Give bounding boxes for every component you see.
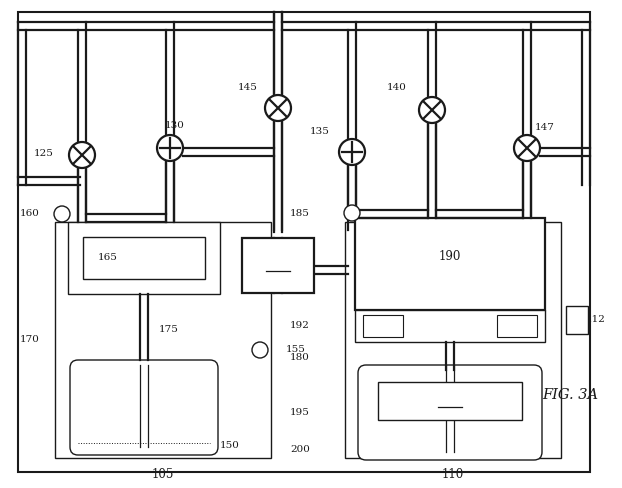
- Bar: [83, 237, 205, 279]
- Text: FIG. 3A: FIG. 3A: [542, 388, 598, 402]
- Circle shape: [69, 142, 95, 168]
- Text: 110: 110: [442, 468, 464, 482]
- FancyBboxPatch shape: [358, 365, 542, 460]
- Bar: [68, 222, 220, 294]
- Circle shape: [157, 135, 183, 161]
- Bar: [338, 215, 568, 465]
- Text: 105: 105: [152, 468, 174, 482]
- Circle shape: [514, 135, 540, 161]
- Bar: [566, 306, 588, 334]
- Bar: [378, 382, 522, 420]
- Circle shape: [344, 205, 360, 221]
- Text: 150: 150: [220, 441, 240, 449]
- Text: 135: 135: [310, 127, 330, 137]
- Text: 185: 185: [290, 208, 310, 218]
- Bar: [497, 315, 537, 337]
- Text: 160: 160: [20, 209, 40, 219]
- FancyBboxPatch shape: [70, 360, 218, 455]
- Text: 145: 145: [238, 83, 258, 93]
- Bar: [345, 222, 561, 458]
- Bar: [363, 315, 403, 337]
- Bar: [355, 218, 545, 310]
- Text: 170: 170: [20, 336, 40, 345]
- Text: 190: 190: [439, 249, 461, 263]
- Circle shape: [252, 342, 268, 358]
- Text: 155: 155: [286, 346, 306, 354]
- Text: 180: 180: [290, 352, 310, 362]
- Text: 195: 195: [290, 408, 310, 417]
- Bar: [355, 310, 545, 342]
- Text: 175: 175: [159, 325, 179, 333]
- Circle shape: [339, 139, 365, 165]
- Text: 147: 147: [535, 123, 555, 133]
- Circle shape: [265, 95, 291, 121]
- Circle shape: [419, 97, 445, 123]
- Text: 203: 203: [439, 394, 461, 407]
- Text: 200: 200: [290, 446, 310, 454]
- Text: 165: 165: [98, 253, 118, 263]
- Text: 120: 120: [266, 259, 290, 272]
- Text: 112: 112: [586, 316, 606, 325]
- Bar: [55, 222, 271, 458]
- Text: 192: 192: [290, 322, 310, 330]
- Bar: [48, 215, 278, 465]
- Bar: [242, 238, 314, 293]
- Text: 130: 130: [165, 122, 185, 130]
- Text: 125: 125: [34, 148, 54, 158]
- Text: 140: 140: [387, 83, 407, 93]
- Circle shape: [54, 206, 70, 222]
